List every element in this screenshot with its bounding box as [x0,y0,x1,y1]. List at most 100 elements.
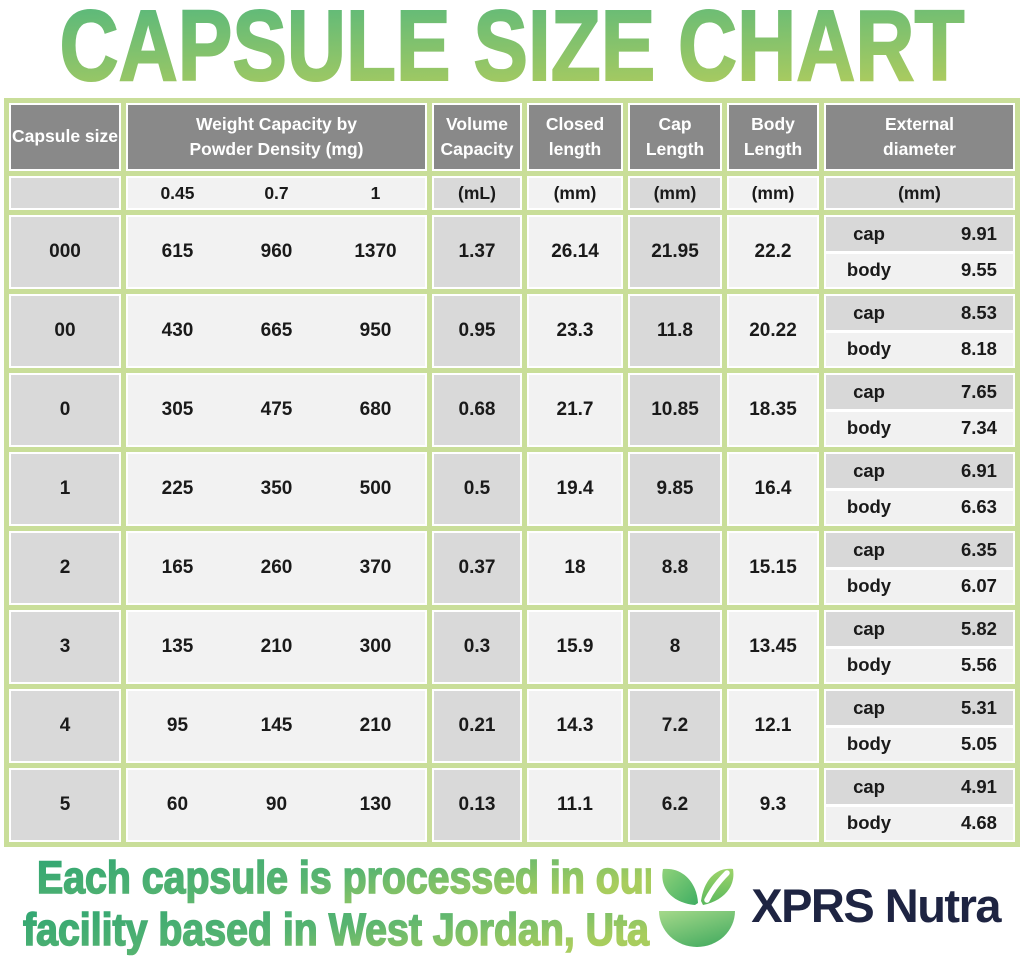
cell-size: 3 [8,610,121,684]
ext-cap-label: cap [853,222,885,244]
ext-body-label: body [846,575,892,597]
cell-weights: 60 90 130 [125,768,427,842]
ext-cap-label: cap [853,696,885,718]
cell-volume: 1.37 [432,215,522,289]
cell-weight-1: 1370 [354,241,397,262]
cell-cap-length: 21.95 [628,215,722,289]
cell-external-diameter: cap 6.91 body 6.63 [824,452,1015,526]
ext-cap-value: 6.35 [960,538,997,560]
cell-cap-length: 8 [628,610,722,684]
table-row: 00 430 665 950 0.95 23.3 11.8 20.22 cap 8… [8,294,1015,368]
ext-body-value: 5.05 [960,733,997,755]
ext-body-label: body [846,338,892,360]
unit-cap: (mm) [628,176,722,210]
cell-weight-045: 165 [161,557,194,578]
cell-size: 0 [8,373,121,447]
cell-cap-length: 8.8 [628,531,722,605]
cell-closed: 21.7 [527,373,623,447]
cell-weight-045: 60 [166,794,189,815]
unit-density-07: 0.7 [264,182,289,203]
cell-closed: 15.9 [527,610,623,684]
table-row: 5 60 90 130 0.13 11.1 6.2 9.3 cap 4.91 bo… [8,768,1015,842]
cell-external-diameter: cap 6.35 body 6.07 [824,531,1015,605]
cell-weight-1: 210 [359,715,392,736]
ext-body-value: 4.68 [960,812,997,834]
unit-cell-blank [8,176,121,210]
ext-body-label: body [846,812,892,834]
ext-cap-value: 5.82 [960,617,997,639]
cell-weight-1: 500 [359,478,392,499]
ext-cap-label: cap [853,459,885,481]
cell-body-length: 15.15 [727,531,819,605]
header-external-diameter: External diameter [824,103,1015,171]
footer-tagline-line1: Each capsule is processed in our [37,853,651,903]
header-volume-capacity: Volume Capacity [432,103,522,171]
cell-cap-length: 9.85 [628,452,722,526]
page-title: CAPSULE SIZE CHART [59,0,966,96]
ext-body-label: body [846,733,892,755]
cell-body-length: 16.4 [727,452,819,526]
cell-volume: 0.21 [432,689,522,763]
ext-cap-value: 4.91 [960,775,997,797]
cell-body-length: 13.45 [727,610,819,684]
cell-closed: 19.4 [527,452,623,526]
cell-weight-1: 680 [359,399,392,420]
cell-volume: 0.37 [432,531,522,605]
footer-tagline: Each capsule is processed in our facilit… [22,853,651,956]
cell-external-diameter: cap 9.91 body 9.55 [824,215,1015,289]
capsule-size-table: Capsule size Weight Capacity by Powder D… [3,98,1020,847]
cell-closed: 26.14 [527,215,623,289]
ext-body-value: 6.07 [960,575,997,597]
ext-cap-label: cap [853,301,885,323]
ext-cap-label: cap [853,617,885,639]
header-capsule-size: Capsule size [8,103,121,171]
cell-weights: 615 960 1370 [125,215,427,289]
cell-volume: 0.68 [432,373,522,447]
cell-volume: 0.95 [432,294,522,368]
ext-body-value: 9.55 [960,259,997,281]
unit-body: (mm) [727,176,819,210]
cell-body-length: 18.35 [727,373,819,447]
ext-body-value: 6.63 [960,496,997,518]
page-title-text: CAPSULE SIZE CHART [60,0,965,96]
unit-densities: 0.45 0.7 1 [125,176,427,210]
unit-density-045: 0.45 [160,182,195,203]
table-row: 2 165 260 370 0.37 18 8.8 15.15 cap 6.35 … [8,531,1015,605]
cell-volume: 0.3 [432,610,522,684]
cell-closed: 11.1 [527,768,623,842]
brand-leaf-icon [659,868,736,947]
cell-weight-045: 95 [166,715,189,736]
cell-weight-045: 305 [161,399,194,420]
ext-body-value: 8.18 [960,338,997,360]
cell-body-length: 20.22 [727,294,819,368]
ext-cap-value: 8.53 [960,301,997,323]
cell-weight-045: 430 [161,320,194,341]
cell-external-diameter: cap 4.91 body 4.68 [824,768,1015,842]
ext-body-label: body [846,259,892,281]
ext-body-label: body [846,417,892,439]
unit-volume: (mL) [432,176,522,210]
table-header-row: Capsule size Weight Capacity by Powder D… [8,103,1015,171]
cell-weight-1: 300 [359,636,392,657]
brand-logo: XPRS Nutra [651,861,1001,949]
cell-weight-07: 90 [265,794,288,815]
unit-external: (mm) [824,176,1015,210]
cell-weight-1: 370 [359,557,392,578]
cell-closed: 18 [527,531,623,605]
cell-external-diameter: cap 5.31 body 5.05 [824,689,1015,763]
table-units-row: 0.45 0.7 1 (mL) (mm) (mm) (mm) (mm) [8,176,1015,210]
cell-external-diameter: cap 5.82 body 5.56 [824,610,1015,684]
ext-body-value: 7.34 [960,417,997,439]
cell-weight-045: 615 [161,241,194,262]
cell-weight-045: 135 [161,636,194,657]
ext-cap-label: cap [853,380,885,402]
header-closed-length: Closed length [527,103,623,171]
ext-cap-value: 5.31 [960,696,997,718]
ext-cap-value: 6.91 [960,459,997,481]
cell-weights: 165 260 370 [125,531,427,605]
table-row: 4 95 145 210 0.21 14.3 7.2 12.1 cap 5.31 … [8,689,1015,763]
cell-weights: 225 350 500 [125,452,427,526]
cell-size: 5 [8,768,121,842]
cell-cap-length: 6.2 [628,768,722,842]
